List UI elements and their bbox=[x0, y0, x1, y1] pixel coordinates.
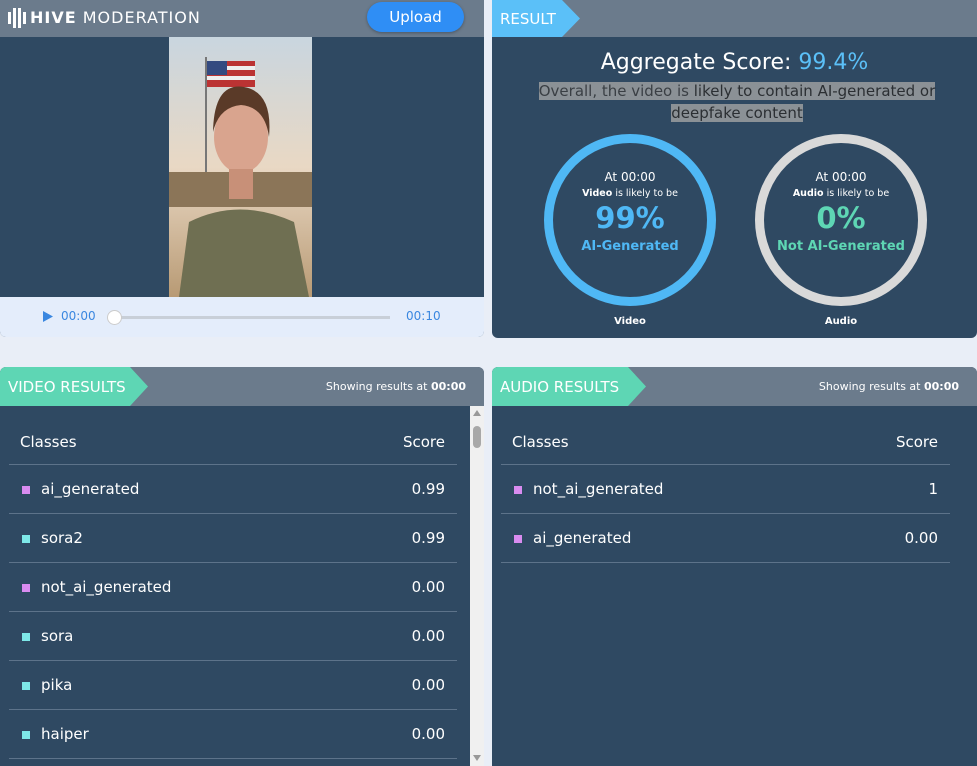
aggregate: Aggregate Score: 99.4% bbox=[492, 50, 977, 75]
aggregate-value: 99.4% bbox=[798, 50, 869, 75]
result-tab: RESULT bbox=[492, 0, 580, 37]
showing-time: 00:00 bbox=[430, 380, 466, 393]
score: 0.99 bbox=[411, 480, 445, 498]
gauge-line: Video is likely to be bbox=[553, 188, 707, 199]
summary-emphasis: likely to contain AI-generated or deepfa… bbox=[671, 82, 936, 122]
score: 0.00 bbox=[411, 676, 445, 694]
class-name: sora bbox=[41, 627, 74, 645]
gauge: At 00:00 Video is likely to be 99% AI-Gener… bbox=[544, 134, 716, 306]
showing-text: Showing results at bbox=[325, 380, 428, 393]
class-name: not_ai_generated bbox=[533, 480, 664, 498]
video-results-header: VIDEO RESULTS Showing results at 00:00 bbox=[0, 367, 484, 406]
result-row: not_ai_generated 0.00 bbox=[9, 563, 457, 612]
brand: HIVE MODERATION bbox=[30, 8, 201, 27]
gauge-verdict: Not AI-Generated bbox=[777, 239, 905, 254]
showing-time: 00:00 bbox=[923, 380, 959, 393]
progress-track bbox=[113, 316, 390, 319]
class-marker bbox=[22, 682, 30, 690]
column-header: Score bbox=[402, 433, 445, 451]
brand-text: MODERATION bbox=[82, 8, 201, 27]
score: 0.00 bbox=[411, 578, 445, 596]
controls: 00:00 00:10 bbox=[0, 297, 484, 337]
gauge-line: Audio is likely to be bbox=[764, 188, 918, 199]
class-name: not_ai_generated bbox=[41, 578, 172, 596]
result-row: haiper 0.00 bbox=[9, 710, 457, 759]
class-name: sora2 bbox=[41, 529, 83, 547]
gauge-caption: Video bbox=[614, 316, 646, 327]
brand-bold: HIVE bbox=[30, 8, 77, 27]
class-name: ai_generated bbox=[41, 480, 140, 498]
gauge-time: At 00:00 bbox=[604, 170, 656, 184]
aggregate-label: Aggregate Score: bbox=[600, 50, 792, 75]
table-header: Classes Score bbox=[9, 416, 457, 465]
class-name: ai_generated bbox=[533, 529, 632, 547]
current-time: 00:00 bbox=[61, 309, 96, 323]
showing: Showing results at 00:00 bbox=[819, 367, 959, 406]
class-name: haiper bbox=[41, 725, 89, 743]
score: 0.00 bbox=[904, 529, 938, 547]
result-row: not_ai_generated 1 bbox=[501, 465, 950, 514]
result-row: ai_generated 0.00 bbox=[501, 514, 950, 563]
gauge-value: 0% bbox=[816, 201, 866, 235]
result-header: RESULT bbox=[492, 0, 977, 37]
result-row: ai_generated 0.99 bbox=[9, 465, 457, 514]
duration: 00:10 bbox=[406, 309, 441, 323]
class-marker bbox=[22, 584, 30, 592]
gauge-value: 99% bbox=[595, 201, 665, 235]
gauge-likely: is likely to be bbox=[826, 188, 890, 199]
class-marker bbox=[22, 633, 30, 641]
column-header: Score bbox=[895, 433, 938, 451]
result-row: sora2 0.99 bbox=[9, 514, 457, 563]
video-frame bbox=[169, 37, 312, 297]
video-results-tab: VIDEO RESULTS bbox=[0, 367, 148, 406]
audio-results-panel: AUDIO RESULTS Showing results at 00:00 C… bbox=[492, 367, 977, 766]
column-header: Classes bbox=[512, 433, 569, 451]
showing-text: Showing results at bbox=[818, 380, 921, 393]
summary-prefix: Overall, the video is bbox=[538, 82, 689, 100]
gauge: At 00:00 Audio is likely to be 0% Not AI-Ge… bbox=[755, 134, 927, 306]
results-table: Classes Score not_ai_generated 1 ai_generate… bbox=[501, 416, 950, 766]
class-marker bbox=[514, 535, 522, 543]
progress-knob[interactable] bbox=[107, 310, 122, 325]
player-panel: HIVE MODERATION Upload 00:00 00:10 bbox=[0, 0, 484, 337]
class-marker bbox=[22, 535, 30, 543]
class-marker bbox=[22, 731, 30, 739]
score: 0.99 bbox=[411, 529, 445, 547]
gauge-subject: Audio bbox=[792, 188, 824, 199]
scrollbar[interactable] bbox=[470, 406, 484, 766]
showing: Showing results at 00:00 bbox=[326, 367, 466, 406]
column-header: Classes bbox=[20, 433, 77, 451]
audio-results-header: AUDIO RESULTS Showing results at 00:00 bbox=[492, 367, 977, 406]
gauge-likely: is likely to be bbox=[615, 188, 678, 199]
results-table: Classes Score ai_generated 0.99 sora2 0.99 not… bbox=[9, 416, 457, 766]
gauge-subject: Video bbox=[582, 188, 613, 199]
upload-button[interactable]: Upload bbox=[367, 2, 464, 32]
summary: Overall, the video is likely to contain … bbox=[509, 80, 965, 124]
gauge-time: At 00:00 bbox=[815, 170, 867, 184]
class-marker bbox=[514, 486, 522, 494]
gauge-caption: Audio bbox=[824, 316, 858, 327]
score: 1 bbox=[928, 480, 938, 498]
gauge-verdict: AI-Generated bbox=[581, 239, 679, 254]
audio-results-tab: AUDIO RESULTS bbox=[492, 367, 646, 406]
result-row: pika 0.00 bbox=[9, 661, 457, 710]
result-row: sora 0.00 bbox=[9, 612, 457, 661]
score: 0.00 bbox=[411, 725, 445, 743]
result-panel: RESULT Aggregate Score: 99.4% Overall, t… bbox=[492, 0, 977, 338]
class-marker bbox=[22, 486, 30, 494]
video-results-panel: VIDEO RESULTS Showing results at 00:00 C… bbox=[0, 367, 484, 766]
class-name: pika bbox=[41, 676, 73, 694]
score: 0.00 bbox=[411, 627, 445, 645]
logo-icon bbox=[8, 8, 26, 28]
play-button[interactable] bbox=[42, 310, 54, 323]
top-bar: HIVE MODERATION Upload bbox=[0, 0, 484, 37]
table-header: Classes Score bbox=[501, 416, 950, 465]
